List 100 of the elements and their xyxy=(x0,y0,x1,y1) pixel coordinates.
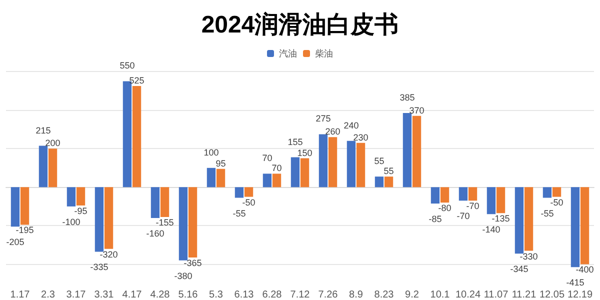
bar xyxy=(178,187,188,260)
data-label: -95 xyxy=(74,206,88,216)
bar xyxy=(94,187,104,252)
bar xyxy=(346,140,356,188)
x-tick-label: 7.12 xyxy=(290,290,310,300)
x-tick-label: 5.3 xyxy=(209,290,224,300)
data-label: -205 xyxy=(6,237,24,248)
x-tick-label: 11.07 xyxy=(484,290,509,300)
legend-label: 柴油 xyxy=(315,48,333,58)
x-tick-label: 11.21 xyxy=(512,290,537,300)
data-label: -155 xyxy=(156,218,174,228)
bar xyxy=(514,187,524,254)
x-tick-label: 3.17 xyxy=(66,290,86,300)
bar xyxy=(76,187,86,206)
data-label: -55 xyxy=(540,208,554,218)
bar xyxy=(524,187,534,251)
data-label: 150 xyxy=(297,148,312,158)
data-label: -380 xyxy=(174,270,192,281)
bar xyxy=(440,187,450,203)
bar xyxy=(104,187,114,249)
data-label: 260 xyxy=(325,126,340,137)
data-label: 70 xyxy=(272,163,282,174)
data-label: 275 xyxy=(316,114,331,124)
bar xyxy=(356,142,366,188)
data-label: -160 xyxy=(146,228,164,238)
bar xyxy=(160,187,170,218)
data-label: -50 xyxy=(550,197,564,208)
x-tick-label: 3.31 xyxy=(94,290,114,300)
bar xyxy=(48,148,58,188)
data-label: -55 xyxy=(232,208,246,218)
bar xyxy=(244,187,254,197)
x-tick-label: 6.28 xyxy=(262,290,282,300)
bar xyxy=(234,187,244,198)
bar xyxy=(272,174,282,188)
bar xyxy=(580,187,590,264)
x-tick-label: 2.3 xyxy=(41,290,56,300)
x-tick-label: 9.2 xyxy=(405,290,420,300)
data-label: -330 xyxy=(520,251,538,262)
bar xyxy=(262,174,272,188)
data-label: 200 xyxy=(45,138,60,148)
bar xyxy=(66,187,76,206)
bar xyxy=(542,187,552,198)
bar xyxy=(150,187,160,218)
data-label: -135 xyxy=(492,214,510,224)
x-tick-label: 10.1 xyxy=(430,290,450,300)
data-label: -365 xyxy=(184,258,202,268)
bar xyxy=(402,113,412,188)
bar xyxy=(328,137,338,188)
x-tick-label: 8.9 xyxy=(349,290,364,300)
bar xyxy=(468,187,478,201)
bar xyxy=(552,187,562,197)
bar xyxy=(188,187,198,258)
x-tick-label: 12.19 xyxy=(567,290,593,300)
x-tick-label: 8.23 xyxy=(374,290,394,300)
data-label: -70 xyxy=(456,211,470,222)
bar xyxy=(132,86,142,188)
bar xyxy=(458,187,468,201)
bar xyxy=(206,168,216,188)
x-tick-label: 12.05 xyxy=(539,290,565,300)
data-label: -415 xyxy=(566,278,584,288)
data-label: -80 xyxy=(438,203,452,214)
x-tick-label: 4.28 xyxy=(150,290,170,300)
data-label: 70 xyxy=(262,153,272,164)
data-label: 215 xyxy=(36,125,51,136)
data-label: 100 xyxy=(204,147,219,158)
legend-label: 汽油 xyxy=(279,48,297,58)
x-tick-label: 1.17 xyxy=(10,290,30,300)
chart-title: 2024润滑油白皮书 xyxy=(201,12,399,38)
data-label: -140 xyxy=(482,224,500,235)
data-label: -195 xyxy=(16,225,34,236)
data-label: 370 xyxy=(409,105,424,116)
bar xyxy=(412,116,422,188)
bar xyxy=(20,187,30,225)
bar xyxy=(290,157,300,188)
data-label: -345 xyxy=(510,264,528,274)
bar xyxy=(570,187,580,268)
bar xyxy=(430,187,440,204)
data-label: 155 xyxy=(288,136,303,147)
data-label: 55 xyxy=(384,166,394,176)
bar xyxy=(486,187,496,214)
bar xyxy=(300,158,310,188)
data-label: 95 xyxy=(216,158,226,168)
data-label: 550 xyxy=(120,60,135,71)
data-label: -85 xyxy=(428,214,442,224)
bar xyxy=(384,176,394,188)
data-label: -70 xyxy=(466,201,480,212)
data-label: -400 xyxy=(576,264,594,275)
data-label: 240 xyxy=(344,120,359,130)
bar xyxy=(496,187,506,214)
data-label: 230 xyxy=(353,132,368,142)
bar xyxy=(374,176,384,188)
bar xyxy=(10,187,20,227)
data-label: -50 xyxy=(242,197,256,208)
x-tick-label: 10.24 xyxy=(455,290,481,300)
x-tick-label: 6.13 xyxy=(234,290,254,300)
data-label: -320 xyxy=(100,249,118,260)
bar xyxy=(216,168,226,188)
x-tick-label: 7.26 xyxy=(318,290,338,300)
bar xyxy=(318,134,328,188)
data-label: 385 xyxy=(400,92,415,102)
